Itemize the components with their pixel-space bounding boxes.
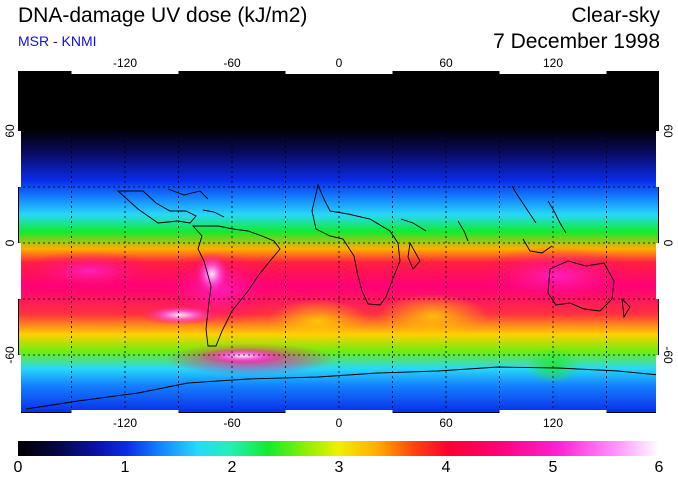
right-lat-label: 60 (661, 124, 675, 138)
colorbar-label: 4 (441, 459, 451, 476)
bottom-lon-label: 120 (542, 416, 564, 430)
uv-dose-map (18, 71, 659, 413)
map-date: 7 December 1998 (493, 30, 660, 53)
left-lat-label: 60 (3, 124, 17, 138)
map-title: DNA-damage UV dose (kJ/m2) (18, 4, 308, 27)
bottom-lon-label: -60 (223, 416, 241, 430)
colorbar-label: 2 (227, 459, 237, 476)
right-lat-label: 0 (661, 239, 675, 247)
left-lat-label: -60 (3, 346, 17, 364)
top-lon-label: 60 (439, 56, 453, 70)
bottom-lon-label: 0 (335, 416, 343, 430)
colorbar-label: 6 (654, 459, 664, 476)
sky-condition: Clear-sky (571, 4, 660, 27)
right-lat-label: -60 (661, 346, 675, 364)
top-lon-label: -120 (112, 56, 138, 70)
colorbar-label: 0 (13, 459, 23, 476)
bottom-lon-label: 60 (439, 416, 453, 430)
source-label: MSR - KNMI (18, 33, 97, 49)
colorbar-label: 5 (548, 459, 558, 476)
bottom-lon-label: -120 (112, 416, 138, 430)
top-lon-label: -60 (223, 56, 241, 70)
uv-colorbar (18, 441, 659, 456)
top-lon-label: 120 (542, 56, 564, 70)
colorbar-label: 3 (334, 459, 344, 476)
colorbar-label: 1 (120, 459, 130, 476)
top-lon-label: 0 (335, 56, 343, 70)
left-lat-label: 0 (3, 239, 17, 247)
